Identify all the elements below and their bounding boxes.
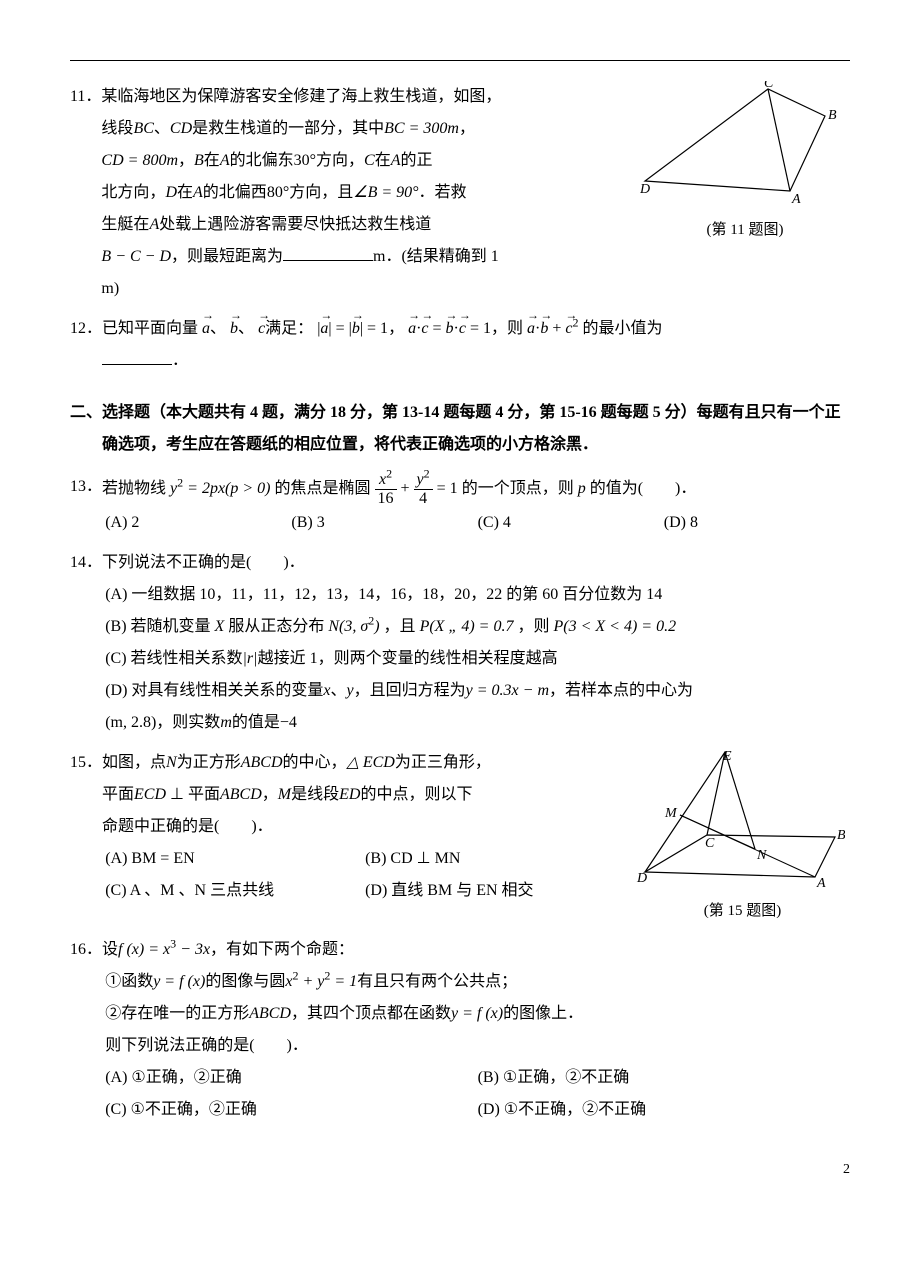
svg-text:D: D bbox=[640, 182, 650, 197]
q13-options: (A) 2 (B) 3 (C) 4 (D) 8 bbox=[70, 507, 850, 539]
svg-text:N: N bbox=[756, 848, 767, 863]
q13-opt-c[interactable]: (C) 4 bbox=[478, 507, 664, 539]
svg-text:B: B bbox=[837, 828, 845, 843]
q14-stem: 下列说法不正确的是( )． bbox=[102, 547, 850, 579]
q15-text: 如图，点N为正方形ABCD的中心，△ ECD为正三角形， 平面ECD ⊥ 平面A… bbox=[102, 747, 625, 843]
q14-opt-c[interactable]: (C) 若线性相关系数|r|越接近 1，则两个变量的线性相关程度越高 bbox=[70, 643, 850, 675]
q11-number: 11． bbox=[70, 81, 101, 113]
q11-text: 某临海地区为保障游客安全修建了海上救生栈道，如图， 线段BC、CD是救生栈道的一… bbox=[101, 81, 630, 305]
q15-opt-b[interactable]: (B) CD ⊥ MN bbox=[365, 843, 625, 875]
question-14: 14． 下列说法不正确的是( )． (A) 一组数据 10，11，11，12，1… bbox=[70, 547, 850, 739]
q12-blank bbox=[102, 348, 172, 365]
q16-text: 设f (x) = x3 − 3x，有如下两个命题： bbox=[102, 934, 850, 966]
svg-text:A: A bbox=[816, 876, 826, 891]
q15-caption: (第 15 题图) bbox=[635, 896, 850, 926]
q11-l1: 某临海地区为保障游客安全修建了海上救生栈道，如图， bbox=[101, 88, 501, 105]
q11-caption: (第 11 题图) bbox=[640, 215, 850, 245]
q14-opt-a[interactable]: (A) 一组数据 10，11，11，12，13，14，16，18，20，22 的… bbox=[70, 579, 850, 611]
q11-figure-wrap: D A B C (第 11 题图) bbox=[640, 81, 850, 245]
q16-options-row1: (A) ①正确，②正确 (B) ①正确，②不正确 bbox=[70, 1062, 850, 1094]
svg-text:D: D bbox=[636, 871, 647, 886]
q13-opt-d[interactable]: (D) 8 bbox=[664, 507, 850, 539]
q16-p2: ②存在唯一的正方形ABCD，其四个顶点都在函数y = f (x)的图像上． bbox=[70, 998, 850, 1030]
q13-opt-b[interactable]: (B) 3 bbox=[291, 507, 477, 539]
q14-opt-d[interactable]: (D) 对具有线性相关关系的变量x、y，且回归方程为y = 0.3x − m，若… bbox=[70, 675, 850, 739]
q12-number: 12． bbox=[70, 313, 102, 345]
q15-options-row2: (C) A 、M 、N 三点共线 (D) 直线 BM 与 EN 相交 bbox=[70, 875, 625, 907]
q12-text: 已知平面向量 a、 b、 c满足： |a| = |b| = 1， a·c = b… bbox=[102, 313, 850, 377]
q16-opt-c[interactable]: (C) ①不正确，②正确 bbox=[105, 1094, 477, 1126]
q13-number: 13． bbox=[70, 471, 102, 503]
question-12: 12． 已知平面向量 a、 b、 c满足： |a| = |b| = 1， a·c… bbox=[70, 313, 850, 377]
question-16: 16． 设f (x) = x3 − 3x，有如下两个命题： ①函数y = f (… bbox=[70, 934, 850, 1126]
q13-opt-a[interactable]: (A) 2 bbox=[105, 507, 291, 539]
section-2-header: 二、 选择题（本大题共有 4 题，满分 18 分，第 13-14 题每题 4 分… bbox=[70, 397, 850, 461]
top-rule bbox=[70, 60, 850, 61]
q11-blank bbox=[283, 244, 373, 261]
svg-text:C: C bbox=[705, 836, 715, 851]
svg-text:M: M bbox=[664, 806, 678, 821]
page-number: 2 bbox=[70, 1156, 850, 1184]
q15-opt-c[interactable]: (C) A 、M 、N 三点共线 bbox=[105, 875, 365, 907]
q15-figure: D A B C E M N bbox=[635, 747, 845, 892]
q16-options-row2: (C) ①不正确，②正确 (D) ①不正确，②不正确 bbox=[70, 1094, 850, 1126]
svg-text:C: C bbox=[764, 81, 774, 91]
q16-opt-d[interactable]: (D) ①不正确，②不正确 bbox=[478, 1094, 850, 1126]
q15-options-row1: (A) BM = EN (B) CD ⊥ MN bbox=[70, 843, 625, 875]
q11-figure: D A B C bbox=[640, 81, 840, 211]
question-11: D A B C (第 11 题图) 11． 某临海地区为保障游客安全修建了海上救… bbox=[70, 81, 850, 305]
q15-opt-d[interactable]: (D) 直线 BM 与 EN 相交 bbox=[365, 875, 625, 907]
q15-number: 15． bbox=[70, 747, 102, 779]
q16-number: 16． bbox=[70, 934, 102, 966]
q16-opt-a[interactable]: (A) ①正确，②正确 bbox=[105, 1062, 477, 1094]
q15-figure-wrap: D A B C E M N (第 15 题图) bbox=[635, 747, 850, 926]
q16-p1: ①函数y = f (x)的图像与圆x2 + y2 = 1有且只有两个公共点； bbox=[70, 966, 850, 998]
question-13: 13． 若抛物线 y2 = 2px(p > 0) 的焦点是椭圆 x216 + y… bbox=[70, 471, 850, 539]
q14-number: 14． bbox=[70, 547, 102, 579]
q14-opt-b[interactable]: (B) 若随机变量 X 服从正态分布 N(3, σ2) ，且 P(X „ 4) … bbox=[70, 611, 850, 643]
q16-l4: 则下列说法正确的是( )． bbox=[70, 1030, 850, 1062]
q13-text: 若抛物线 y2 = 2px(p > 0) 的焦点是椭圆 x216 + y24 =… bbox=[102, 471, 850, 507]
svg-text:B: B bbox=[828, 108, 837, 123]
svg-text:A: A bbox=[791, 192, 801, 207]
q16-opt-b[interactable]: (B) ①正确，②不正确 bbox=[478, 1062, 850, 1094]
question-15: D A B C E M N (第 15 题图) 15． 如图，点N为正方形ABC… bbox=[70, 747, 850, 926]
svg-text:E: E bbox=[722, 749, 732, 764]
q15-opt-a[interactable]: (A) BM = EN bbox=[105, 843, 365, 875]
